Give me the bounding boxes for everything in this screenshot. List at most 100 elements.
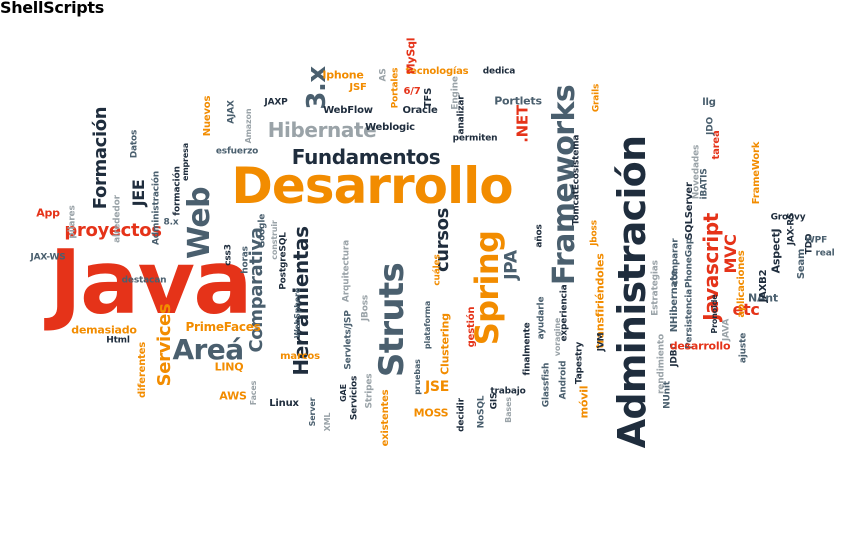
word-portales: Portales bbox=[390, 67, 401, 109]
word-linq: LINQ bbox=[214, 360, 244, 374]
word-primefaces: PrimeFaces bbox=[185, 320, 261, 334]
word-jvm: JVM bbox=[596, 332, 607, 352]
word-permiten: permiten bbox=[452, 133, 498, 144]
word-weblogic: Weblogic bbox=[365, 122, 415, 133]
word-struts: Struts bbox=[372, 262, 412, 378]
word-real: real bbox=[815, 248, 835, 259]
word-pruebas: pruebas bbox=[413, 359, 422, 395]
word-portlets: Portlets bbox=[494, 94, 542, 108]
word-moss: MOSS bbox=[413, 406, 449, 420]
word-desarrollo-small: desarrollo bbox=[669, 339, 731, 353]
word-framework: FrameWork bbox=[751, 141, 762, 205]
word-linux: Linux bbox=[269, 398, 299, 409]
word-jax-ws: JAX-WS bbox=[30, 252, 66, 263]
word-etc: etc bbox=[732, 300, 760, 319]
word-estrategias: Estrategias bbox=[650, 260, 661, 316]
word-esfuerzo: esfuerzo bbox=[215, 146, 259, 157]
word-nhibernate: NHibernate bbox=[669, 269, 680, 333]
word-servlets-jsp: Servlets/JSP bbox=[343, 310, 354, 370]
word-proyectos: proyectos bbox=[64, 220, 162, 241]
word-servicios: Servicios bbox=[349, 375, 360, 421]
word-jaxp: JAXP bbox=[264, 97, 288, 108]
word-grails: Grails bbox=[591, 83, 602, 113]
word-ibatis: iBATIS bbox=[699, 168, 710, 200]
word-phonegap: PhoneGap bbox=[684, 237, 695, 289]
word-jpa: JPA bbox=[501, 250, 522, 280]
word-anos: años bbox=[534, 224, 545, 248]
word-cuales: cuáles bbox=[432, 254, 443, 286]
word-administracion: Administración bbox=[610, 135, 654, 449]
word-webflow: WebFlow bbox=[323, 105, 373, 116]
word-empresa: empresa bbox=[181, 143, 190, 181]
word-ajax: AJAX bbox=[226, 100, 237, 124]
word-xml: XML bbox=[323, 412, 332, 432]
word-groovy: Groovy bbox=[770, 212, 806, 223]
word-bases: Bases bbox=[504, 397, 513, 423]
word-java: Java bbox=[49, 231, 253, 334]
word-jboss-small: Jboss bbox=[589, 220, 600, 246]
word-shellscripts: ShellScripts bbox=[0, 0, 104, 17]
word-plataforma: plataforma bbox=[423, 300, 432, 350]
word-decidir: decidir bbox=[456, 398, 467, 432]
word-postgresql: PostgreSQL bbox=[278, 232, 289, 290]
word-jdo: JDO bbox=[705, 117, 716, 135]
word-stripes: Stripes bbox=[364, 373, 375, 409]
word-nunit: NUnit bbox=[662, 381, 673, 409]
word-alrededor: alrededor bbox=[112, 195, 123, 243]
word-java-small: JAVA bbox=[721, 318, 732, 342]
word-aws: AWS bbox=[219, 389, 247, 403]
word-jaxb2: JAXB2 bbox=[758, 269, 769, 303]
word-formacion: Formación bbox=[90, 106, 111, 210]
word-area: Areá bbox=[172, 333, 244, 366]
word-demasiado: demasiado bbox=[71, 323, 137, 337]
word-desarrollo: Desarrollo bbox=[231, 157, 513, 215]
word-tecnologias: tecnologías bbox=[405, 66, 469, 77]
word-gestion: gestión bbox=[466, 306, 477, 348]
word-nuevos: Nuevos bbox=[202, 95, 213, 137]
word-net: .NET bbox=[513, 105, 532, 143]
word-google: Google bbox=[257, 213, 268, 249]
word-marcos: marcos bbox=[280, 351, 320, 362]
word-trabajo: trabajo bbox=[490, 386, 526, 397]
word-6-7: 6/7 bbox=[403, 86, 421, 97]
word-tomcat-ecosistema: TomcatEcosistema bbox=[571, 134, 582, 226]
word-dedica: dedica bbox=[482, 66, 516, 77]
word-glassfish: Glassfish bbox=[541, 362, 552, 408]
word-gae: GAE bbox=[339, 384, 348, 402]
word-jee: JEE bbox=[129, 179, 148, 207]
word-faces: Faces bbox=[249, 380, 258, 406]
word-nosql: NoSQL bbox=[476, 395, 487, 429]
word-8x: 8.x bbox=[163, 217, 179, 228]
word-oracle: Oracle bbox=[402, 105, 438, 116]
word-fundamentos: Fundamentos bbox=[291, 145, 441, 169]
word-app: App bbox=[36, 206, 60, 220]
word-datos: Datos bbox=[129, 129, 140, 159]
word-html: Html bbox=[106, 335, 130, 346]
word-nant: NAnt bbox=[748, 291, 778, 305]
word-aspectj: AspectJ bbox=[769, 228, 783, 274]
word-arquitectura: Arquitectura bbox=[341, 239, 352, 303]
word-jsf: JSF bbox=[349, 82, 367, 93]
word-server: Server bbox=[308, 397, 317, 427]
word-wpf: WPF bbox=[804, 235, 828, 246]
word-websphere: WebSphere bbox=[293, 287, 302, 339]
word-tapestry: Tapestry bbox=[574, 341, 585, 385]
word-experiencia: experiencia bbox=[559, 284, 570, 342]
word-mysql: MySql bbox=[404, 37, 418, 75]
word-horas: horas bbox=[240, 246, 251, 274]
word-finalmente: finalmente bbox=[522, 322, 533, 376]
word-existentes: existentes bbox=[380, 389, 391, 447]
word-amazon: Amazon bbox=[244, 108, 253, 144]
word-android: Android bbox=[558, 360, 569, 400]
word-pilares: pilares bbox=[67, 205, 78, 239]
word-ayudarle: ayudarle bbox=[536, 296, 547, 340]
word-analizar: analizar bbox=[456, 95, 467, 135]
word-clustering: Clustering bbox=[438, 313, 452, 375]
word-jse: JSE bbox=[424, 379, 450, 395]
word-diferentes: diferentes bbox=[137, 341, 148, 399]
word-as: AS bbox=[378, 68, 389, 82]
word-web: Web bbox=[182, 186, 217, 260]
word-hibernate: Hibernate bbox=[267, 118, 377, 142]
word-aplicaciones: aplicaciones bbox=[736, 250, 747, 318]
